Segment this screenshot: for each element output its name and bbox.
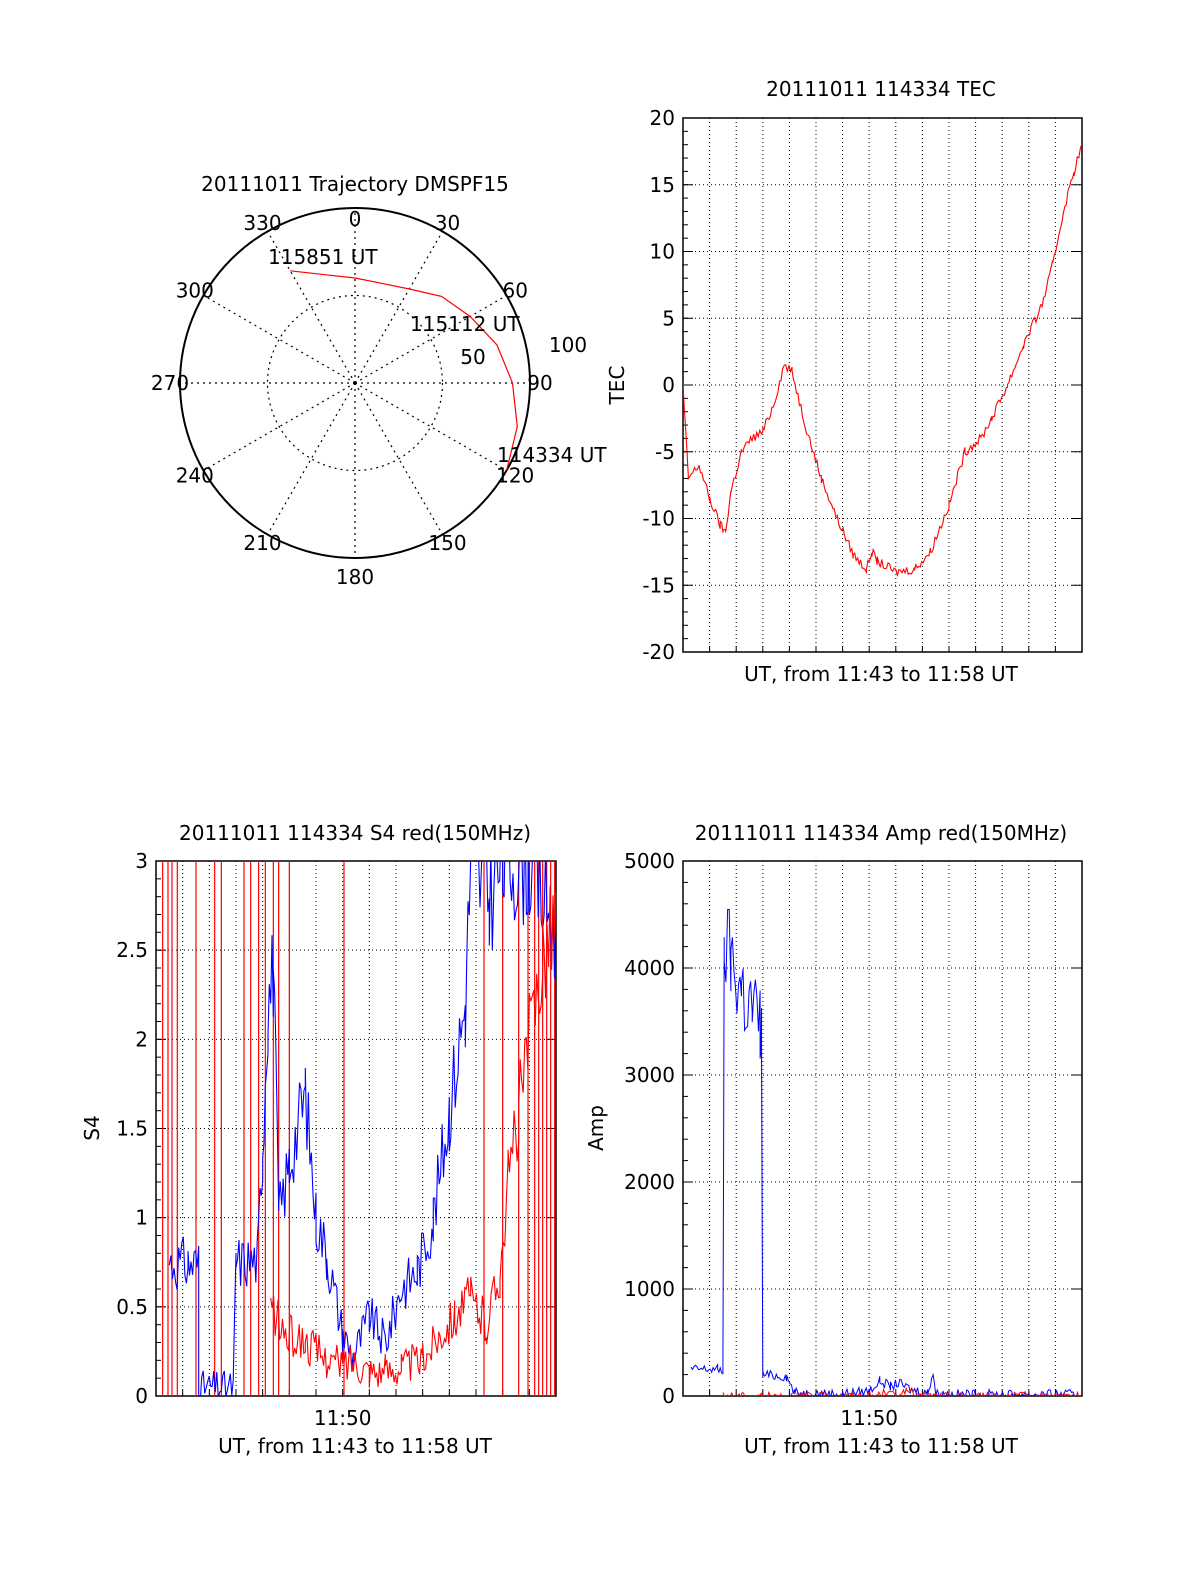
polar-spoke-60 — [354, 294, 507, 384]
polar-azimuth-label-120: 120 — [496, 464, 534, 488]
amp-title: 20111011 114334 Amp red(150MHz) — [695, 821, 1067, 845]
polar-azimuth-label-60: 60 — [502, 279, 527, 303]
s4-ytick-label-1.5: 1.5 — [116, 1117, 148, 1141]
tec-ytick-label--10: -10 — [642, 507, 675, 531]
polar-spoke-330 — [266, 231, 356, 384]
tec-axes: -20 -15 -10 -5 0 5 10 15 20 — [642, 106, 1083, 664]
s4-ytick-label-0: 0 — [135, 1384, 148, 1408]
tec-ytick-label-5: 5 — [662, 306, 675, 330]
tec-ytick-label-20: 20 — [650, 106, 675, 130]
polar-title: 20111011 Trajectory DMSPF15 — [201, 172, 509, 196]
tec-title: 20111011 114334 TEC — [766, 77, 996, 101]
polar-azimuth-label-270: 270 — [151, 371, 189, 395]
s4-frame — [155, 860, 557, 1397]
polar-azimuth-label-30: 30 — [435, 211, 460, 235]
tec-series — [683, 143, 1082, 578]
s4-axes: 0 0.5 1 1.5 2 2.5 3 11:50 — [116, 849, 557, 1430]
tec-ytick-label-0: 0 — [662, 373, 675, 397]
tec-plot: 20111011 114334 TEC TEC UT, from 11:43 t… — [605, 77, 1083, 686]
s4-ytick-label-2.5: 2.5 — [116, 938, 148, 962]
amp-ylabel: Amp — [584, 1105, 608, 1151]
amp-series — [690, 908, 1082, 1396]
polar-plot: 20111011 Trajectory DMSPF15 0 30 60 90 120 15… — [151, 172, 607, 589]
amp-frame — [682, 860, 1083, 1397]
tec-series-red — [683, 143, 1082, 578]
s4-series-blue — [168, 861, 556, 1396]
polar-spoke-150 — [354, 382, 444, 535]
s4-ytick-label-2: 2 — [135, 1027, 148, 1051]
polar-azimuth-label-150: 150 — [428, 531, 466, 555]
amp-axes: 0 1000 2000 3000 4000 5000 11:50 — [624, 849, 1083, 1430]
polar-time-label-start: 114334 UT — [497, 443, 607, 467]
polar-radial-label-50: 50 — [460, 345, 485, 369]
tec-xlabel: UT, from 11:43 to 11:58 UT — [744, 662, 1019, 686]
s4-ytick-label-1: 1 — [135, 1206, 148, 1230]
polar-azimuth-label-300: 300 — [176, 279, 214, 303]
tec-ytick-label--15: -15 — [642, 573, 675, 597]
polar-azimuth-label-330: 330 — [243, 211, 281, 235]
polar-azimuth-label-210: 210 — [243, 531, 281, 555]
amp-plot: 20111011 114334 Amp red(150MHz) Amp UT, … — [584, 821, 1083, 1458]
amp-xtick-label-11:50: 11:50 — [840, 1406, 898, 1430]
polar-radial-label-100: 100 — [549, 333, 587, 357]
tec-ylabel: TEC — [605, 366, 629, 406]
amp-ytick-label-1000: 1000 — [624, 1277, 675, 1301]
tec-ytick-label--20: -20 — [642, 640, 675, 664]
polar-spoke-30 — [354, 231, 444, 384]
s4-xlabel: UT, from 11:43 to 11:58 UT — [218, 1434, 493, 1458]
tec-ytick-label-10: 10 — [650, 240, 675, 264]
s4-series — [162, 861, 556, 1396]
polar-spoke-300 — [203, 294, 356, 384]
s4-ylabel: S4 — [80, 1115, 104, 1140]
tec-ytick-label--5: -5 — [655, 440, 675, 464]
amp-xlabel: UT, from 11:43 to 11:58 UT — [744, 1434, 1019, 1458]
amp-ytick-label-2000: 2000 — [624, 1170, 675, 1194]
polar-time-label-end: 115851 UT — [268, 245, 378, 269]
polar-time-label-mid: 115112 UT — [410, 312, 520, 336]
s4-title: 20111011 114334 S4 red(150MHz) — [179, 821, 531, 845]
polar-ring-50 — [266, 294, 444, 472]
polar-spoke-210 — [266, 382, 356, 535]
polar-azimuth-label-180: 180 — [336, 565, 374, 589]
amp-ytick-label-5000: 5000 — [624, 849, 675, 873]
s4-ytick-label-0.5: 0.5 — [116, 1295, 148, 1319]
polar-azimuth-label-240: 240 — [176, 464, 214, 488]
polar-azimuth-labels: 0 30 60 90 120 150 180 210 240 270 300 330 — [151, 207, 553, 589]
amp-series-red — [722, 1387, 1082, 1396]
s4-series-red — [270, 885, 556, 1388]
s4-ytick-label-3: 3 — [135, 849, 148, 873]
amp-ytick-label-4000: 4000 — [624, 956, 675, 980]
polar-grid — [179, 207, 531, 559]
amp-ytick-label-0: 0 — [662, 1384, 675, 1408]
amp-series-blue — [690, 908, 1082, 1396]
polar-trajectory-line — [290, 270, 518, 471]
polar-spoke-240 — [203, 382, 356, 472]
tec-frame — [682, 117, 1083, 653]
tec-ytick-label-15: 15 — [650, 173, 675, 197]
polar-spoke-120 — [354, 382, 507, 472]
amp-ytick-label-3000: 3000 — [624, 1063, 675, 1087]
s4-xtick-label-11:50: 11:50 — [314, 1406, 372, 1430]
polar-azimuth-label-90: 90 — [527, 371, 552, 395]
polar-azimuth-label-0: 0 — [349, 207, 362, 231]
s4-plot: 20111011 114334 S4 red(150MHz) S4 UT, fr… — [80, 821, 557, 1458]
